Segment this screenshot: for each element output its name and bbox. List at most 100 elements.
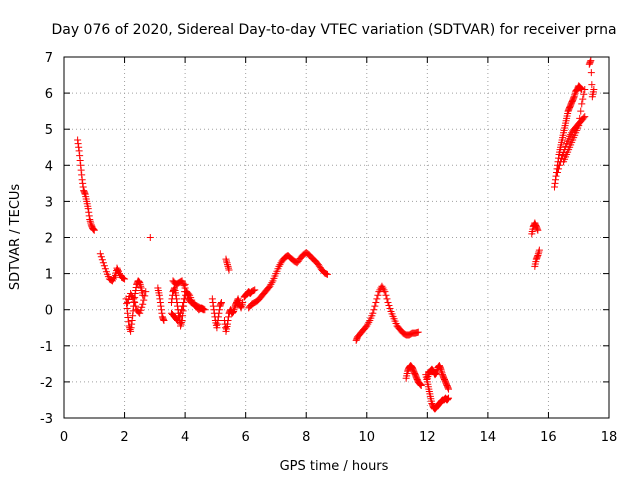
x-axis-label: GPS time / hours [280,459,389,474]
data-point-plus [551,179,559,187]
data-point-plus [534,252,542,260]
data-point-plus [179,302,187,310]
data-point-plus [135,277,143,285]
data-point-plus [237,304,245,312]
data-point-plus [267,280,275,288]
y-tick-label: 7 [45,51,53,66]
data-point-plus [571,91,579,99]
data-point-plus [130,295,138,303]
data-point-plus [75,147,83,155]
data-point-plus [132,302,140,310]
data-point-plus [108,277,116,285]
data-point-plus [134,277,142,285]
data-point-plus [85,212,93,220]
data-point-plus [555,165,563,173]
data-point-plus [554,169,562,177]
data-point-plus [110,273,118,281]
data-point-plus [424,372,432,380]
data-point-plus [224,261,231,269]
data-point-plus [431,371,439,379]
data-point-plus [128,291,136,299]
data-point-plus [380,286,388,294]
data-point-plus [566,132,574,140]
data-point-plus [552,176,560,184]
data-point-plus [129,293,137,301]
data-point-plus [364,320,372,328]
data-point-plus [250,286,258,294]
data-point-plus [78,171,86,179]
plot-frame [63,56,610,419]
data-point-plus [178,318,186,326]
data-point-plus [251,286,259,294]
data-point-plus [370,306,378,314]
data-point-plus [408,363,416,371]
data-point-plus [96,250,104,258]
data-point-plus [363,322,371,330]
chart-title: Day 076 of 2020, Sidereal Day-to-day VTE… [51,22,616,38]
data-point-plus [222,255,230,263]
grid [64,57,609,418]
data-point-plus [79,183,87,191]
data-point-plus [172,291,180,299]
data-points [74,57,598,413]
data-point-plus [128,320,136,328]
data-point-plus [209,302,217,310]
data-point-plus [384,298,392,306]
data-point-plus [562,143,570,151]
data-point-plus [381,288,389,296]
data-point-plus [101,265,109,273]
data-point-plus [173,298,181,306]
x-tick-label: 0 [60,430,68,445]
data-point-plus [131,298,139,306]
data-point-plus [74,140,82,148]
data-point-plus [173,295,181,303]
data-point-plus [180,298,188,306]
data-point-plus [365,318,373,326]
data-point-plus [89,224,97,232]
data-point-plus [124,314,132,322]
y-tick-label: 2 [45,232,53,247]
data-point-plus [552,172,560,180]
data-point-plus [120,274,128,282]
data-point-plus [576,84,584,92]
data-point-plus [534,226,542,234]
y-tick-label: 0 [45,304,53,319]
data-point-plus [268,279,276,287]
data-point-plus [235,297,243,305]
x-tick-label: 6 [242,430,250,445]
data-point-plus [127,327,135,335]
data-point-plus [137,282,145,290]
data-point-plus [570,94,578,102]
data-point-plus [81,189,89,197]
data-point-plus [577,84,585,92]
data-point-plus [86,215,94,223]
data-point-plus [230,306,238,314]
y-tick-label: 6 [45,87,53,102]
data-point-plus [230,308,238,316]
data-point-plus [178,306,186,314]
data-point-plus [177,322,185,330]
y-tick-label: 1 [45,268,53,283]
data-point-plus [383,295,391,303]
data-point-plus [160,317,168,325]
data-point-plus [128,317,136,325]
data-point-plus [275,262,283,270]
x-tick-label: 10 [359,430,376,445]
data-point-plus [437,367,445,375]
data-point-plus [84,205,92,213]
data-point-plus [177,320,185,328]
data-point-plus [438,369,446,377]
data-point-plus [132,286,140,294]
data-point-plus [129,312,137,320]
data-point-plus [444,395,452,403]
data-point-plus [559,152,567,160]
data-point-plus [567,131,575,139]
y-axis-label: SDTVAR / TECUs [8,184,23,291]
data-point-plus [375,288,383,296]
data-point-plus [77,161,85,169]
data-point-plus [590,85,598,93]
data-point-plus [98,256,106,264]
data-point-plus [97,253,105,261]
